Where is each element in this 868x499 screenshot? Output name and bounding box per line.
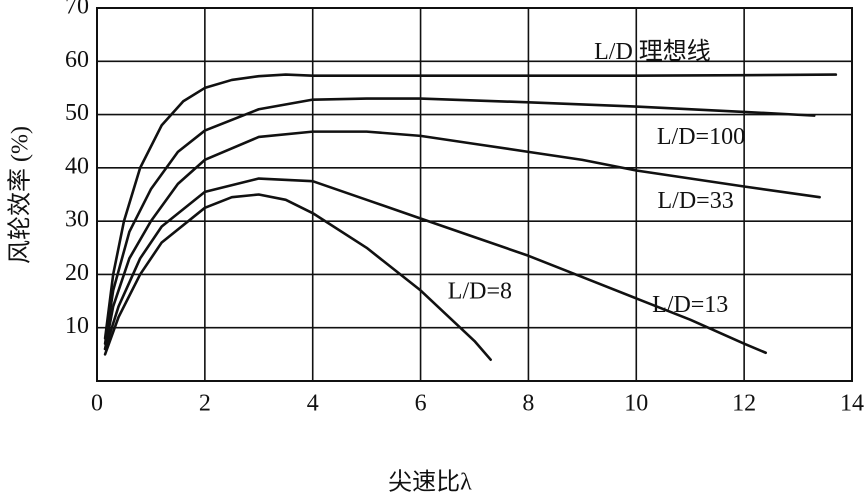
line-series bbox=[103, 177, 768, 355]
y-tick-label: 70 bbox=[65, 0, 89, 20]
line-series bbox=[103, 193, 492, 361]
y-tick-label: 40 bbox=[65, 153, 89, 179]
line-series bbox=[103, 73, 838, 340]
y-tick-label: 20 bbox=[65, 260, 89, 286]
y-axis-label: 风轮效率 (%) bbox=[7, 126, 34, 264]
series-label: L/D=8 bbox=[448, 279, 512, 305]
x-axis-label: 尖速比λ bbox=[388, 469, 472, 496]
line-series bbox=[103, 97, 816, 345]
x-tick-label: 4 bbox=[307, 391, 319, 417]
y-tick-label: 60 bbox=[65, 47, 89, 73]
line-series bbox=[103, 130, 821, 351]
y-tick-label: 10 bbox=[65, 313, 89, 339]
x-tick-label: 2 bbox=[199, 391, 211, 417]
x-tick-label: 6 bbox=[415, 391, 427, 417]
x-tick-label: 12 bbox=[732, 391, 756, 417]
y-tick-label: 30 bbox=[65, 207, 89, 233]
y-tick-label: 50 bbox=[65, 100, 89, 126]
series-label: L/D 理想线 bbox=[594, 38, 711, 65]
series-label: L/D=13 bbox=[652, 292, 728, 318]
series-label: L/D=33 bbox=[658, 188, 734, 214]
series-label: L/D=100 bbox=[657, 124, 745, 150]
x-tick-label: 0 bbox=[91, 391, 103, 417]
x-tick-label: 8 bbox=[522, 391, 534, 417]
x-tick-label: 14 bbox=[840, 391, 864, 417]
plot-frame bbox=[96, 7, 853, 382]
x-tick-label: 10 bbox=[624, 391, 648, 417]
